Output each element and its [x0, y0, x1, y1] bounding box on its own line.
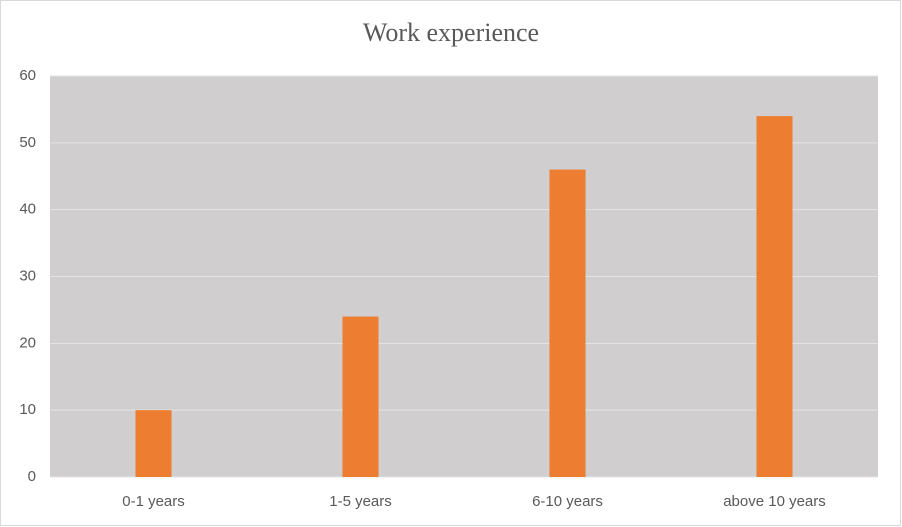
x-tick-label: above 10 years — [723, 493, 826, 510]
bar — [342, 316, 379, 477]
y-tick-label: 60 — [19, 67, 36, 84]
bar — [135, 410, 172, 477]
bar — [756, 116, 793, 477]
y-tick-label: 10 — [19, 401, 36, 418]
bar — [549, 169, 586, 478]
x-tick-label: 6-10 years — [532, 493, 603, 510]
y-tick-label: 30 — [19, 267, 36, 284]
y-tick-label: 20 — [19, 334, 36, 351]
x-tick-label: 1-5 years — [329, 493, 392, 510]
y-tick-label: 40 — [19, 201, 36, 218]
chart-title: Work experience — [363, 18, 539, 47]
y-tick-label: 0 — [28, 468, 36, 485]
y-tick-label: 50 — [19, 134, 36, 151]
x-tick-label: 0-1 years — [122, 493, 185, 510]
